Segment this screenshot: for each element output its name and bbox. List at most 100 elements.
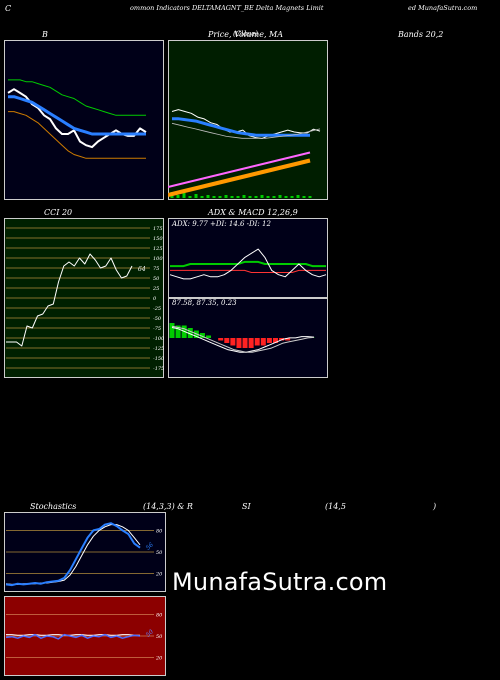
volume-bar <box>194 194 198 198</box>
macd-histogram-bar <box>224 338 230 343</box>
rsi-line <box>5 633 141 640</box>
volume-bar <box>200 196 204 198</box>
cci-tick-label: 150 <box>153 236 163 242</box>
rsi-tick-label: 50 <box>156 634 163 640</box>
cci-chart: 175 150 125 100 75 50 25 0 -25 -50 -75 -100 -125 -150… <box>4 218 164 378</box>
stoch-params: (14,3,3) & R <box>143 502 193 511</box>
volume-bar <box>218 196 222 198</box>
macd-values: 87.58, 87.35, 0.23 <box>172 299 237 307</box>
bollinger-chart <box>4 40 164 200</box>
macd-histogram-bar <box>230 338 236 346</box>
rsi-chart: 80 50 20 <box>4 596 166 676</box>
rsi-params: (14,5 <box>325 502 346 511</box>
price-ma-slow-line <box>168 151 311 188</box>
rsi-tick-label: 20 <box>155 656 163 662</box>
price-ma-chart <box>168 40 328 200</box>
stochastics-chart: 80 50 20 <box>4 512 166 592</box>
bollinger-upper-line <box>8 79 146 116</box>
macd-histogram-bar <box>199 333 205 338</box>
rsi-close: ) <box>433 502 437 511</box>
macd-histogram-bar <box>218 338 224 341</box>
macd-histogram-bar <box>187 328 193 338</box>
bollinger-lower-line <box>8 111 146 159</box>
price-ma-line <box>172 117 310 137</box>
plus-di-line <box>170 260 326 268</box>
stoch-label: Stochastics <box>30 502 77 511</box>
macd-histogram-bar <box>272 338 278 343</box>
volume-bar <box>278 195 282 198</box>
macd-signal-line <box>171 325 315 353</box>
volume-bar <box>182 193 186 198</box>
cci-tick-label: -150 <box>153 356 164 362</box>
adx-macd-label: ADX & MACD 12,26,9 <box>208 208 298 217</box>
macd-histogram-bar <box>175 325 181 338</box>
macd-histogram-bar <box>254 338 260 346</box>
macd-chart <box>168 298 328 378</box>
volume-bar <box>290 196 294 198</box>
minus-di-line <box>170 269 326 273</box>
price-overlay: (Close) <box>233 30 259 38</box>
macd-histogram-bar <box>236 338 242 348</box>
bollinger-label-right: Bands 20,2 <box>398 30 444 39</box>
stoch-k-line <box>5 522 141 587</box>
macd-histogram-bar <box>169 323 175 338</box>
volume-bar <box>254 196 258 198</box>
cci-tick-label: 175 <box>153 226 163 232</box>
volume-bar <box>248 196 252 198</box>
volume-bar <box>242 195 246 198</box>
adx-line <box>169 248 327 280</box>
macd-histogram-bar <box>266 338 272 343</box>
volume-bar <box>212 196 216 198</box>
header-title: ommon Indicators DELTAMAGNT_BE Delta Mag… <box>130 4 324 12</box>
volume-bar <box>302 196 306 198</box>
price-label: Price, Volume, MA <box>208 30 284 39</box>
bollinger-label: B <box>42 30 48 39</box>
bollinger-middle-line <box>8 95 146 136</box>
rsi-label: SI <box>242 502 251 511</box>
macd-histogram-bar <box>260 338 266 346</box>
volume-bar <box>236 196 240 198</box>
cci-tick-label: 0 <box>153 296 157 302</box>
volume-bar <box>284 196 288 198</box>
volume-bar <box>188 196 192 198</box>
cci-last-value: 64 <box>138 266 146 273</box>
cci-tick-label: 100 <box>153 256 163 262</box>
panel-frame <box>4 40 164 200</box>
volume-bar <box>260 195 264 198</box>
cci-line <box>6 253 133 347</box>
cci-tick-label: 25 <box>152 286 159 292</box>
header-left: C <box>5 4 12 13</box>
stoch-tick-label: 20 <box>155 572 163 578</box>
volume-bar <box>224 195 228 198</box>
stoch-tick-label: 80 <box>156 528 163 534</box>
rsi-ref-line <box>6 634 140 636</box>
macd-histogram-bar <box>206 335 212 338</box>
macd-histogram-bar <box>242 338 248 348</box>
adx-values: ADX: 9.77 +DI: 14.6 -DI: 12 <box>172 220 271 228</box>
rsi-tick-label: 80 <box>156 612 163 618</box>
cci-tick-label: -175 <box>153 366 164 372</box>
price-envelope-line <box>171 122 321 139</box>
volume-bar <box>308 196 312 198</box>
macd-line <box>171 327 315 353</box>
cci-tick-label: -75 <box>153 326 161 332</box>
cci-label: CCI 20 <box>44 208 73 217</box>
cci-tick-label: 50 <box>153 276 160 282</box>
volume-bar <box>176 195 180 198</box>
header-right: ed MunafaSutra.com <box>408 4 478 12</box>
watermark: MunafaSutra.com <box>172 568 388 596</box>
price-ma-fast-line <box>168 158 311 197</box>
macd-histogram-bar <box>248 338 254 348</box>
cci-tick-label: 125 <box>153 246 163 252</box>
cci-tick-label: -100 <box>153 336 164 342</box>
adx-chart <box>168 218 328 298</box>
volume-bar <box>272 196 276 198</box>
cci-tick-label: -50 <box>153 316 162 322</box>
volume-bar <box>296 195 300 198</box>
cci-tick-label: -25 <box>153 306 161 312</box>
stoch-tick-label: 50 <box>156 550 163 556</box>
cci-tick-label: 75 <box>153 266 159 272</box>
cci-tick-label: -125 <box>153 346 164 352</box>
volume-bar <box>230 196 234 198</box>
macd-histogram-bar <box>279 338 285 341</box>
